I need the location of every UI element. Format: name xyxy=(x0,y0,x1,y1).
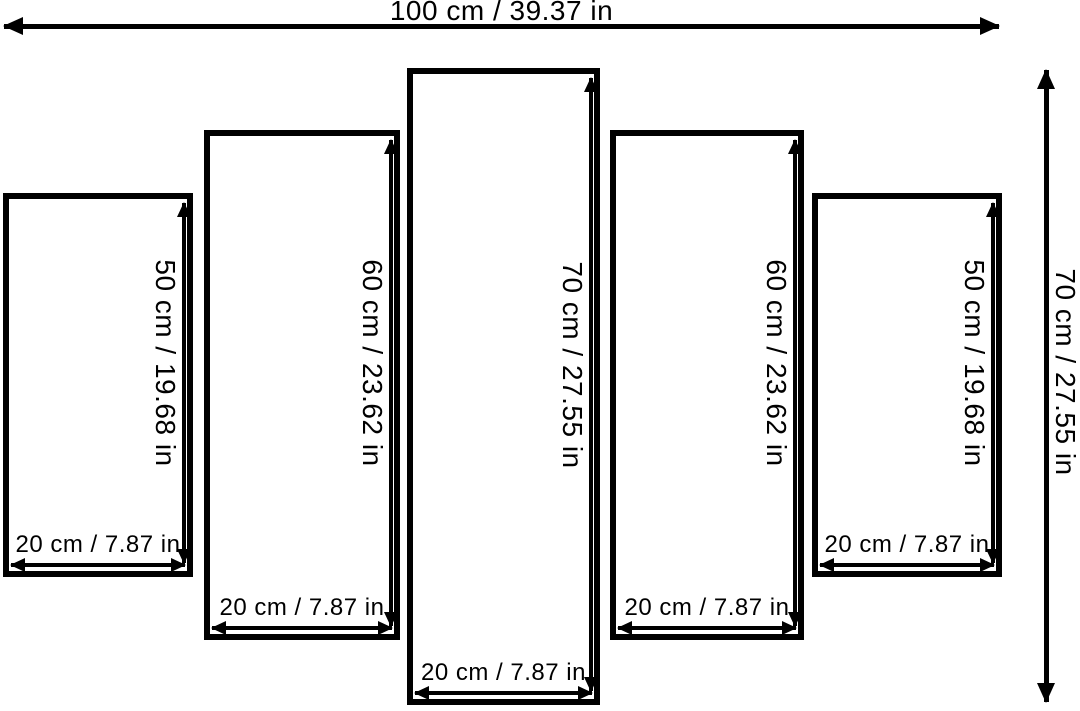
panel-height-label: 60 cm / 23.62 in xyxy=(761,259,792,467)
total-height-label: 70 cm / 27.55 in xyxy=(1050,268,1080,476)
panel-height-label: 50 cm / 19.68 in xyxy=(150,259,181,467)
panel-height-arrow xyxy=(788,139,802,627)
panel-1: 50 cm / 19.68 in 20 cm / 7.87 in xyxy=(3,193,193,577)
panel-width-arrow xyxy=(211,621,393,635)
panel-height-label: 50 cm / 19.68 in xyxy=(959,259,990,467)
panel-width-arrow xyxy=(414,686,593,700)
panel-width-label: 20 cm / 7.87 in xyxy=(15,531,181,558)
panel-4: 60 cm / 23.62 in 20 cm / 7.87 in xyxy=(610,130,804,640)
panel-height-arrow xyxy=(384,139,398,627)
panel-width-label: 20 cm / 7.87 in xyxy=(624,594,790,621)
panel-height-arrow xyxy=(177,202,191,564)
panel-2: 60 cm / 23.62 in 20 cm / 7.87 in xyxy=(204,130,400,640)
panel-width-arrow xyxy=(819,558,995,572)
panel-width-arrow xyxy=(10,558,186,572)
panel-3: 70 cm / 27.55 in 20 cm / 7.87 in xyxy=(407,68,600,705)
panel-height-label: 70 cm / 27.55 in xyxy=(557,260,588,469)
panel-width-label: 20 cm / 7.87 in xyxy=(824,531,990,558)
panel-height-label: 60 cm / 23.62 in xyxy=(357,259,388,467)
total-width-label: 100 cm / 39.37 in xyxy=(389,0,614,26)
panel-height-arrow xyxy=(986,202,1000,564)
panel-width-label: 20 cm / 7.87 in xyxy=(421,659,586,686)
panel-width-label: 20 cm / 7.87 in xyxy=(219,594,385,621)
total-height-arrow xyxy=(1037,69,1055,703)
panel-height-arrow xyxy=(584,77,598,692)
total-width-arrow xyxy=(3,17,1000,35)
panel-5: 50 cm / 19.68 in 20 cm / 7.87 in xyxy=(812,193,1002,577)
panel-width-arrow xyxy=(617,621,797,635)
